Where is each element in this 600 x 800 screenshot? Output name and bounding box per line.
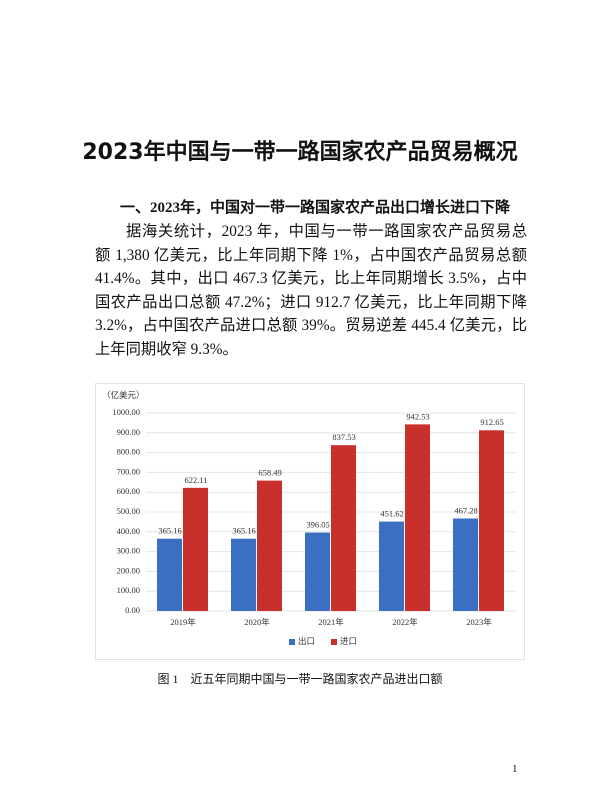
x-tick-label: 2023年 xyxy=(466,617,492,627)
bar xyxy=(257,480,282,611)
data-label: 467.28 xyxy=(454,505,477,515)
data-label: 622.11 xyxy=(184,475,207,485)
bar xyxy=(183,487,208,611)
y-tick-label: 400.00 xyxy=(117,526,140,536)
legend-label: 出口 xyxy=(298,636,315,646)
x-tick-label: 2021年 xyxy=(318,617,344,627)
bar xyxy=(453,518,478,611)
bar xyxy=(157,538,182,611)
data-label: 451.62 xyxy=(380,509,403,519)
y-tick-label: 300.00 xyxy=(117,546,140,556)
chart: （亿美元） 0.00 100.00 200.00 300.00 400.00 500.00… xyxy=(102,390,516,646)
x-tick-label: 2019年 xyxy=(170,617,196,627)
y-tick-label: 700.00 xyxy=(117,466,140,476)
bar xyxy=(379,521,404,611)
bar xyxy=(305,532,330,611)
chart-frame: （亿美元） 0.00 100.00 200.00 300.00 400.00 500.00… xyxy=(95,383,525,660)
x-tick-label: 2020年 xyxy=(244,617,270,627)
bar xyxy=(331,445,356,611)
section-heading: 一、2023年，中国对一带一路国家农产品出口增长进口下降 xyxy=(120,200,511,216)
y-tick-label: 100.00 xyxy=(117,585,140,595)
bar xyxy=(479,430,504,611)
legend-label: 进口 xyxy=(340,636,357,646)
title: 2023年中国与一带一路国家农产品贸易概况 xyxy=(82,140,518,165)
paragraph: 据海关统计，2023 年，中国与一带一路国家农产品贸易总额 1,380 亿美元，… xyxy=(95,223,527,358)
y-tick-label: 800.00 xyxy=(117,447,140,457)
data-label: 658.49 xyxy=(258,468,281,478)
legend-swatch xyxy=(331,639,337,645)
data-label: 942.53 xyxy=(406,411,429,421)
y-tick-label: 200.00 xyxy=(117,565,140,575)
legend-swatch xyxy=(289,639,295,645)
page-number: 1 xyxy=(512,763,518,775)
data-label: 365.16 xyxy=(158,526,181,536)
y-tick-label: 500.00 xyxy=(117,506,140,516)
y-tick-label: 900.00 xyxy=(117,427,140,437)
bar xyxy=(405,424,430,611)
y-tick-label: 600.00 xyxy=(117,486,140,496)
y-tick-label: 0.00 xyxy=(125,605,140,615)
data-label: 912.65 xyxy=(480,417,503,427)
x-tick-label: 2022年 xyxy=(392,617,418,627)
bar xyxy=(231,538,256,611)
data-label: 365.16 xyxy=(232,526,255,536)
data-label: 396.05 xyxy=(306,520,329,530)
y-tick-label: 1000.00 xyxy=(112,407,140,417)
caption: 图 1 近五年同期中国与一带一路国家农产品进出口额 xyxy=(157,672,443,686)
y-axis-label: （亿美元） xyxy=(102,390,145,400)
data-label: 837.53 xyxy=(332,432,355,442)
